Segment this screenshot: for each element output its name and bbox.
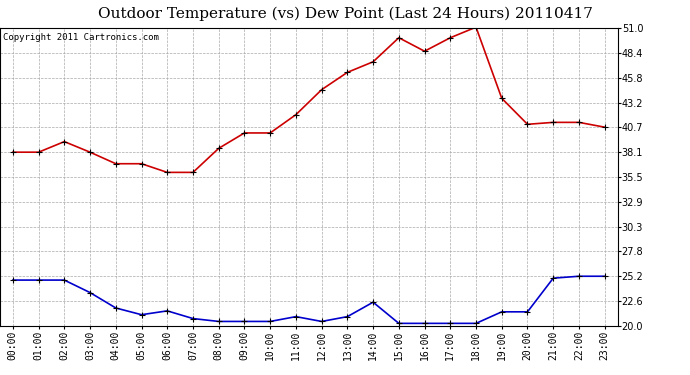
Text: Copyright 2011 Cartronics.com: Copyright 2011 Cartronics.com [3, 33, 159, 42]
Text: Outdoor Temperature (vs) Dew Point (Last 24 Hours) 20110417: Outdoor Temperature (vs) Dew Point (Last… [97, 7, 593, 21]
